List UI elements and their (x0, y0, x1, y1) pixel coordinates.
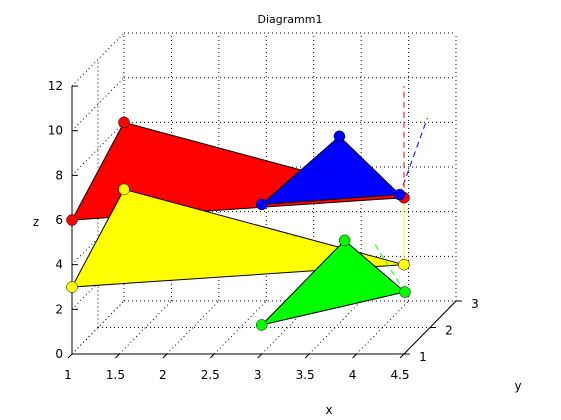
grid-line (71, 32, 125, 87)
z-tick-label: 10 (48, 124, 63, 138)
vertex-marker (118, 183, 130, 196)
x-tick (399, 353, 405, 359)
axes (67, 85, 462, 359)
x-tick-label: 3 (254, 368, 262, 382)
z-tick-label: 4 (55, 258, 63, 272)
x-tick (209, 353, 215, 359)
x-tick (257, 353, 263, 359)
vertex-marker (398, 258, 410, 271)
y-axis-label: y (514, 379, 521, 393)
vertex-marker (338, 234, 351, 247)
vertex-marker (118, 116, 130, 129)
x-tick (304, 353, 310, 359)
grid-line (261, 300, 315, 355)
grid-line (71, 122, 125, 176)
x-tick-label: 4.5 (390, 368, 409, 382)
grid-line (119, 300, 172, 355)
plot-area (66, 86, 428, 331)
z-tick-label: 12 (48, 79, 63, 93)
vertex-marker (333, 130, 346, 143)
grid-line (71, 77, 125, 132)
grid-line (166, 300, 220, 355)
z-tick-label: 0 (55, 347, 63, 361)
x-tick (115, 353, 120, 359)
vertex-marker (255, 319, 268, 331)
vertex-marker (393, 188, 406, 201)
vertex-marker (66, 214, 78, 226)
chart-title: Diagramm1 (258, 13, 323, 26)
x-tick-label: 1 (64, 368, 72, 382)
x-tick-label: 2 (159, 368, 167, 382)
x-tick-label: 1.5 (106, 368, 125, 382)
z-tick-label: 6 (55, 213, 63, 227)
y-tick-label: 3 (471, 297, 479, 311)
grid-line (356, 300, 409, 355)
z-tick-label: 2 (55, 302, 63, 316)
y-tick-label: 1 (419, 350, 427, 364)
grid-line (71, 300, 125, 355)
y-tick-label: 2 (445, 324, 453, 338)
grid-line (71, 211, 125, 266)
grid-line (308, 300, 362, 355)
x-tick-label: 2.5 (201, 368, 220, 382)
triangle-patch (260, 239, 406, 326)
x-tick (67, 353, 73, 359)
x-tick (162, 353, 168, 359)
z-axis-label: z (33, 215, 39, 229)
x-tick (352, 353, 357, 359)
vertex-marker (66, 281, 78, 293)
grid-line (213, 300, 267, 355)
vertex-marker (255, 198, 268, 211)
x-tick-label: 4 (349, 368, 357, 382)
triangle-patch (71, 188, 405, 288)
labels: Diagramm1 x y z 1 1.5 2 2.5 3 3.5 4 4.512302468… (33, 13, 522, 417)
vertex-marker (399, 286, 411, 298)
x-axis-label: x (325, 403, 332, 417)
z-tick-label: 8 (55, 168, 63, 182)
x-tick-label: 3.5 (296, 368, 315, 382)
triangle-patch (260, 135, 401, 205)
grid-line (71, 255, 125, 310)
